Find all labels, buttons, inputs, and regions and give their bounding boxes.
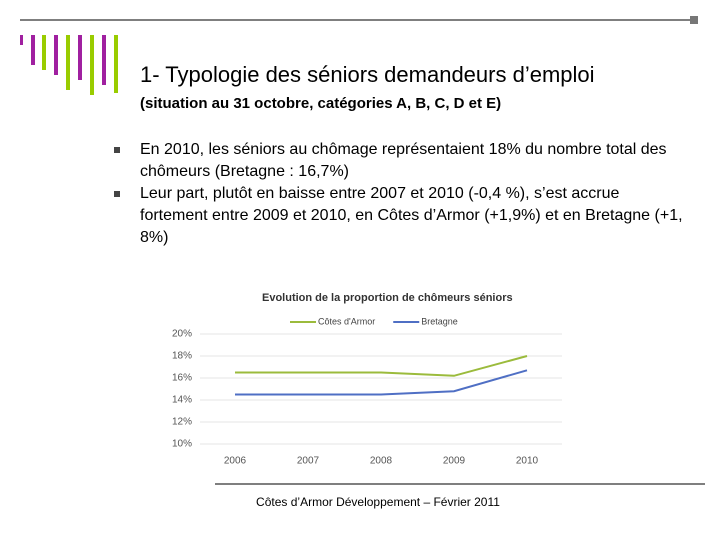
- series-line: [235, 369, 528, 396]
- slide-title: 1- Typologie des séniors demandeurs d’em…: [140, 62, 595, 87]
- decoration: [20, 35, 118, 95]
- y-tick-label: 18%: [172, 351, 192, 362]
- footer: Côtes d’Armor Développement – Février 20…: [256, 495, 500, 509]
- rule-end: [690, 16, 698, 24]
- x-tick-label: 2008: [370, 456, 393, 467]
- y-tick-label: 12%: [172, 417, 192, 428]
- bullet-marker: [114, 191, 120, 197]
- legend-label: Côtes d'Armor: [318, 316, 375, 326]
- bullet: En 2010, les séniors au chômage représen…: [140, 141, 667, 180]
- subtitle: (situation au 31 octobre, catégories A, …: [140, 95, 502, 112]
- legend-label: Bretagne: [421, 316, 458, 326]
- series-line: [235, 355, 528, 377]
- bullet: Leur part, plutôt en baisse entre 2007 e…: [140, 185, 683, 246]
- x-tick-label: 2007: [297, 456, 320, 467]
- chart-title: Evolution de la proportion de chômeurs s…: [262, 292, 513, 304]
- x-tick-label: 2006: [224, 456, 247, 467]
- bullet-marker: [114, 147, 120, 153]
- y-tick-label: 10%: [172, 439, 192, 450]
- x-tick-label: 2009: [443, 456, 466, 467]
- y-tick-label: 20%: [172, 329, 192, 340]
- y-tick-label: 16%: [172, 373, 192, 384]
- x-tick-label: 2010: [516, 456, 539, 467]
- y-tick-label: 14%: [172, 395, 192, 406]
